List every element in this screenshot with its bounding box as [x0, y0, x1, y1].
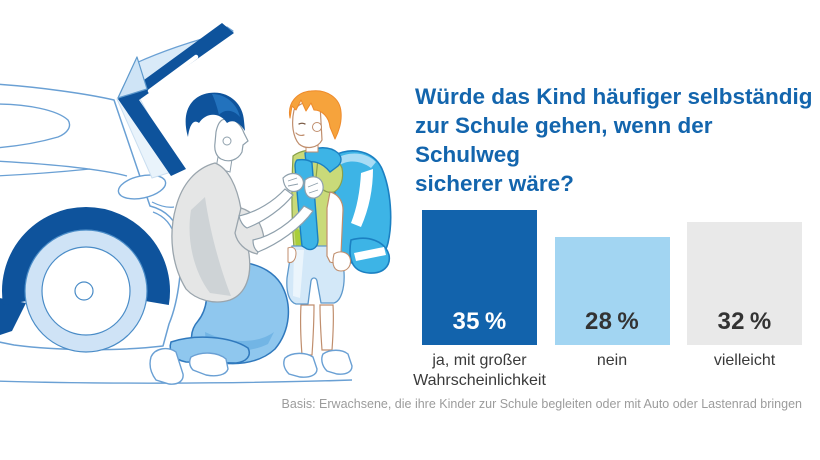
car-rear-wheel	[2, 207, 170, 353]
tailgate-fin	[117, 56, 148, 99]
title-line-1: Würde das Kind häufiger selbständig	[415, 84, 813, 109]
car-rocker-dark	[0, 298, 26, 335]
child-eye	[298, 122, 306, 125]
adult-hand-right-fingers	[307, 182, 319, 194]
backpack-strap-shoulder	[304, 147, 342, 173]
tailgate-white-slash	[147, 54, 199, 94]
child-hair	[288, 90, 342, 140]
page-title: Würde das Kind häufiger selbständig zur …	[415, 82, 817, 198]
illustration-svg	[0, 23, 392, 385]
bar-category-label-nein: nein	[596, 352, 628, 369]
adult-arms	[238, 172, 324, 253]
illustration	[0, 23, 392, 385]
bar-vielleicht: 32 %	[687, 222, 802, 345]
adult-face	[214, 118, 249, 162]
child-shorts-highlight	[293, 250, 304, 298]
backpack-reflective-stripe	[351, 169, 373, 227]
child-figure	[283, 90, 392, 378]
adult-hand-right	[303, 176, 324, 199]
child-shoe-front	[283, 352, 318, 378]
child-ear	[312, 122, 322, 132]
title-line-3: sicherer wäre?	[415, 171, 574, 196]
child-hand	[332, 251, 352, 272]
bar-value-label-ja: 35 %	[452, 308, 507, 335]
rim-outline-outer	[24, 229, 148, 353]
adult-hand-left-fingers	[287, 177, 299, 187]
bar-value-label-vielleicht: 32 %	[717, 308, 772, 335]
adult-figure	[149, 92, 290, 385]
hub-cap	[74, 281, 94, 301]
adult-hand-left	[282, 172, 304, 193]
bar-category-label-vielleicht: vielleicht	[713, 352, 776, 369]
source-note: Basis: Erwachsene, die ihre Kinder zur S…	[281, 397, 802, 411]
child-leg-back	[319, 304, 335, 351]
title-line-2: zur Schule gehen, wenn der Schulweg	[415, 113, 713, 167]
adult-arm-lower	[252, 205, 314, 253]
child-leg-front	[299, 304, 315, 356]
adult-torso-shade	[189, 197, 231, 296]
adult-shoe-front	[188, 352, 229, 377]
adult-ear	[222, 136, 232, 146]
bar-group-ja: 35 % ja, mit großer Wahrscheinlichkeit	[413, 210, 546, 389]
car-crease	[0, 168, 91, 177]
bar-value-label-nein: 28 %	[584, 308, 640, 335]
bar-ja: 35 %	[422, 210, 537, 345]
tire-dark-arc	[2, 207, 170, 305]
child-far-hand	[287, 246, 297, 263]
adult-hair-highlight	[212, 94, 240, 117]
bar-group-vielleicht: 32 % vielleicht	[687, 210, 802, 369]
bar-category-label-ja: ja, mit großer Wahrscheinlichkeit	[413, 352, 546, 389]
bar-chart: 35 % ja, mit großer Wahrscheinlichkeit 2…	[413, 210, 802, 389]
tailgate-dark-edge	[118, 23, 234, 176]
car-tailgate-open	[116, 23, 234, 179]
car-beltline	[0, 160, 128, 177]
child-shoe-back	[321, 349, 353, 375]
bar-group-nein: 28 % nein	[554, 210, 670, 369]
backpack-pouch-stripe	[354, 247, 386, 261]
car-rear-window	[0, 103, 71, 149]
adult-shoe-rear	[149, 347, 184, 385]
child-smile	[295, 132, 305, 136]
backpack-top-highlight	[337, 153, 376, 168]
ground-line	[0, 379, 353, 384]
car-tail-light	[117, 174, 167, 200]
rim-ring	[25, 230, 147, 352]
car-illustration	[0, 23, 353, 384]
adult-arm-upper	[238, 188, 294, 229]
bar-nein: 28 %	[554, 237, 670, 345]
rim-outline-inner	[41, 246, 131, 336]
